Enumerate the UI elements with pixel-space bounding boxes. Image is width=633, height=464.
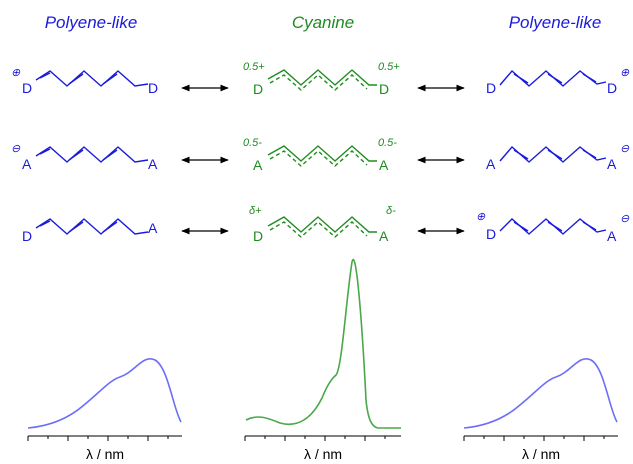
charge-row3-center-left: δ+ [249,205,262,217]
atom-row2-right-end: A [607,156,617,172]
structure-row2-right [499,146,607,163]
atom-row3-center-end: A [379,228,389,244]
structure-row3-left [35,218,149,235]
title-left: Polyene-like [45,13,138,32]
charge-row1-center-left: 0.5+ [243,61,265,73]
structure-row1-right [499,70,607,87]
title-center: Cyanine [292,13,354,32]
atom-row1-center-end: D [379,81,389,97]
spectrum-curve-left [27,358,182,429]
xlabel-left: λ / nm [86,446,124,462]
spectrum-curve-center [245,258,401,429]
charge-row2-right: ⊖ [620,143,630,155]
xlabel-center: λ / nm [304,446,342,462]
spectrum-axis-left [27,435,182,441]
charge-row2-left: ⊖ [11,143,21,155]
atom-row2-left-start: A [22,156,32,172]
structure-row2-left [35,146,149,163]
atom-row1-left-end: D [148,80,158,96]
structure-row3-right [499,218,607,235]
charge-row3-right-left: ⊕ [476,211,486,223]
atom-row3-center-start: D [253,228,263,244]
charge-row1-left: ⊕ [11,67,21,79]
charge-row3-center-right: δ- [386,205,396,217]
atom-row1-center-start: D [253,81,263,97]
charge-row1-center-right: 0.5+ [378,61,400,73]
atom-row2-center-start: A [253,157,263,173]
title-right: Polyene-like [509,13,602,32]
structure-row1-left [35,70,149,87]
spectrum-curve-right [463,358,618,429]
charge-row1-right: ⊕ [620,67,630,79]
structure-row3-center [267,216,377,238]
structure-row2-center [267,145,377,167]
spectrum-axis-right [463,435,618,441]
charge-row2-center-right: 0.5- [378,137,397,149]
spectrum-axis-center [244,435,401,441]
atom-row2-right-start: A [486,156,496,172]
atom-row3-left-end: A [148,220,158,236]
atom-row2-center-end: A [379,157,389,173]
charge-row2-center-left: 0.5- [243,137,262,149]
charge-row3-right-right: ⊖ [620,213,630,225]
atom-row1-right-start: D [486,80,496,96]
atom-row3-left-start: D [22,228,32,244]
atom-row2-left-end: A [148,156,158,172]
xlabel-right: λ / nm [522,446,560,462]
atom-row3-right-start: D [486,226,496,242]
atom-row3-right-end: A [607,228,617,244]
structure-row1-center [267,69,377,91]
atom-row1-left-start: D [22,80,32,96]
atom-row1-right-end: D [607,80,617,96]
